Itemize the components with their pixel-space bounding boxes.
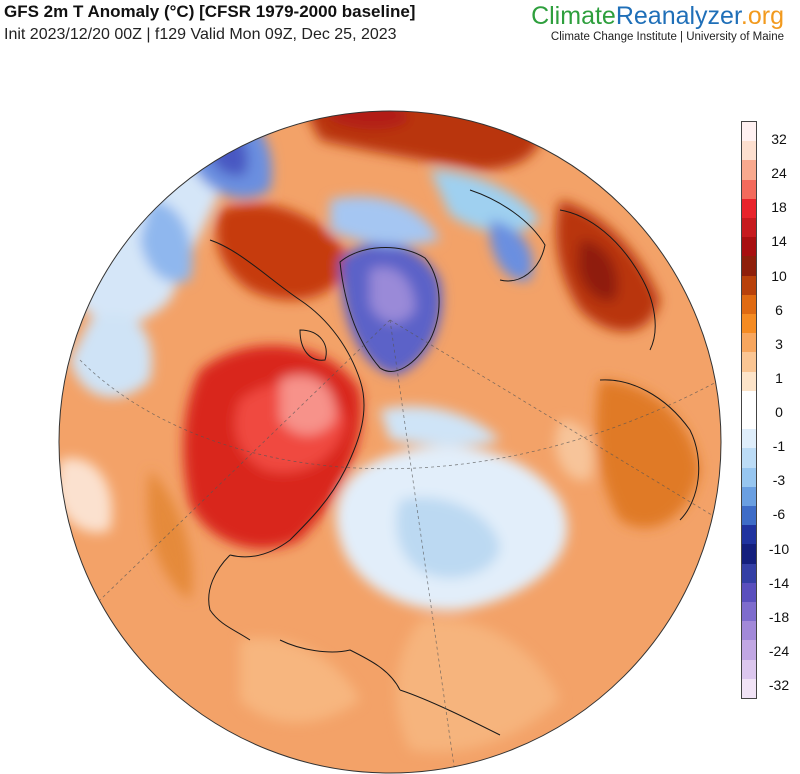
legend-label: 24 (771, 165, 787, 182)
legend-swatch (742, 160, 756, 180)
legend-swatch (742, 314, 756, 334)
legend-label: -3 (772, 472, 786, 489)
legend-label: -32 (768, 677, 790, 693)
color-scale-bar (741, 121, 757, 699)
legend-swatch (742, 352, 756, 372)
legend-swatch (742, 544, 756, 564)
graticule (79, 319, 721, 773)
legend-label: 18 (771, 199, 787, 216)
color-scale-labels: 32 24 18 14 10 6 3 1 0 -1 -3 -6 -10 -14 -18 -24 -32 (760, 121, 800, 699)
legend-swatch (742, 486, 756, 507)
legend-label: -1 (772, 438, 786, 455)
globe-outline (58, 110, 722, 774)
legend-swatch (742, 390, 756, 411)
legend-label: -6 (772, 506, 786, 523)
coastlines (208, 189, 700, 736)
legend-swatch (742, 122, 756, 142)
legend-swatch (742, 525, 756, 545)
legend-label: 0 (775, 404, 783, 420)
legend-label: 1 (775, 369, 783, 386)
legend-swatch (742, 333, 756, 353)
legend-swatch (742, 640, 756, 660)
brand-part-climate: Climate (531, 2, 616, 30)
legend-swatch (742, 582, 756, 603)
legend-swatch (742, 602, 756, 622)
legend-swatch (742, 294, 756, 315)
legend-swatch (742, 467, 756, 487)
legend-swatch (742, 429, 756, 449)
map-subtitle: Init 2023/12/20 00Z | f129 Valid Mon 09Z… (4, 26, 397, 43)
map-title: GFS 2m T Anomaly (°C) [CFSR 1979-2000 ba… (4, 2, 416, 21)
legend-label: -18 (768, 608, 790, 625)
legend-label: 14 (771, 233, 787, 250)
legend-label: -14 (768, 574, 790, 591)
legend-swatch (742, 256, 756, 276)
legend-swatch (742, 410, 756, 430)
legend-swatch (742, 506, 756, 526)
legend-swatch (742, 198, 756, 219)
legend-label: -10 (768, 540, 790, 557)
legend-swatch (742, 678, 756, 699)
legend-swatch (742, 218, 756, 238)
brand-tagline: Climate Change Institute | University of… (550, 31, 784, 43)
legend-swatch (742, 141, 756, 161)
brand-part-org: .org (740, 2, 784, 30)
legend-swatch (742, 275, 756, 295)
globe (59, 111, 721, 773)
brand-name: ClimateReanalyzer.org (531, 0, 784, 32)
legend-label: 6 (775, 301, 783, 318)
legend-label: 10 (771, 267, 787, 284)
brand-part-reanalyzer: Reanalyzer (615, 2, 741, 30)
legend-swatch (742, 448, 756, 468)
legend-swatch (742, 563, 756, 583)
legend-label: -24 (768, 642, 790, 659)
legend-swatch (742, 659, 756, 679)
legend-label: 32 (771, 131, 787, 147)
legend-swatch (742, 237, 756, 257)
legend-swatch (742, 621, 756, 641)
legend-swatch (742, 371, 756, 391)
legend-label: 3 (775, 335, 783, 352)
legend-swatch (742, 179, 756, 199)
brand-logo[interactable]: ClimateReanalyzer.org Climate Change Ins… (531, 0, 784, 43)
